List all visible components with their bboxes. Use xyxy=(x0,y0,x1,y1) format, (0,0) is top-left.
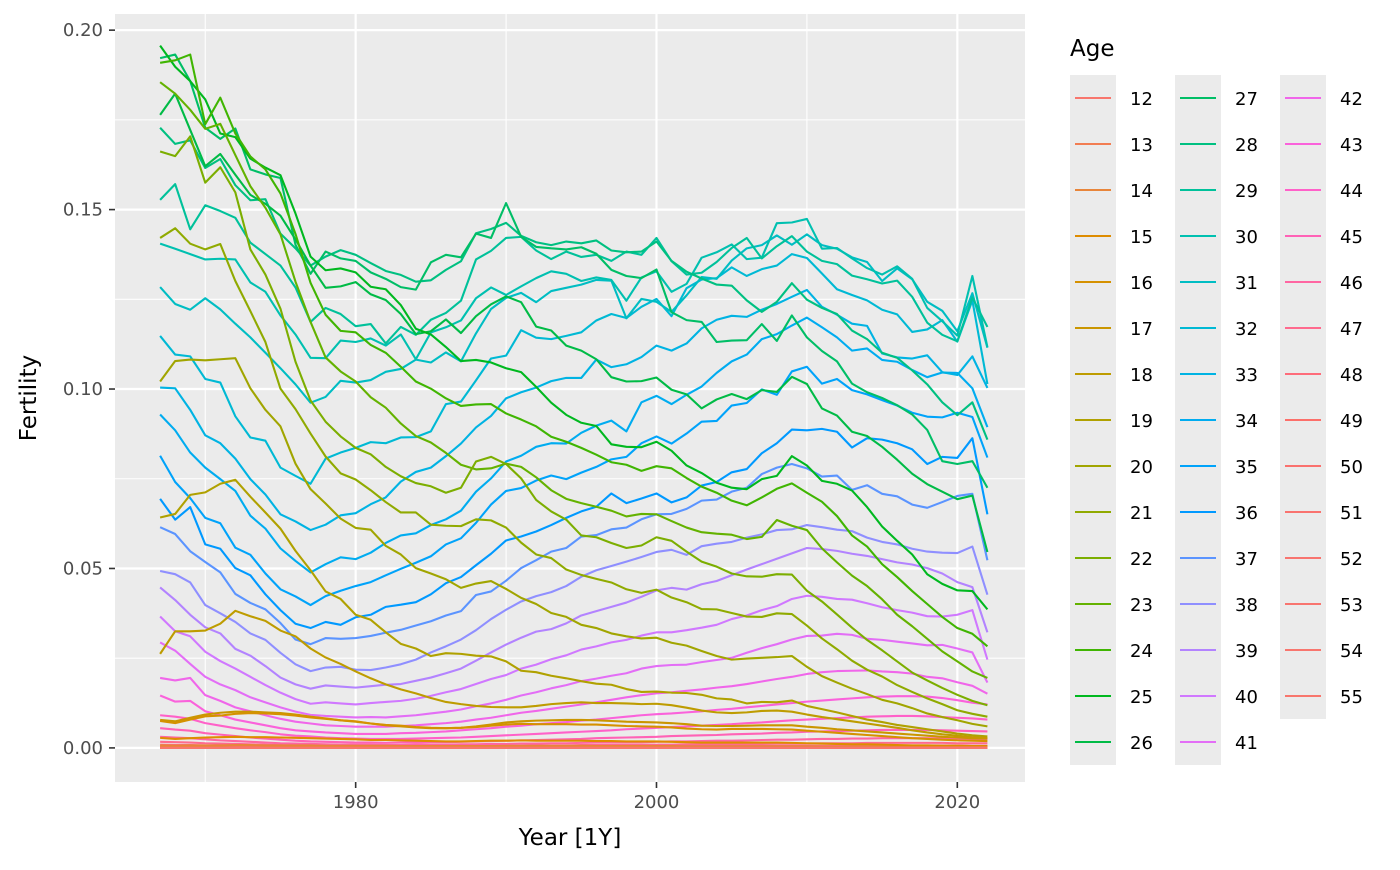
legend-label-age-18: 18 xyxy=(1130,365,1153,386)
legend-label-age-20: 20 xyxy=(1130,457,1153,478)
legend-label-age-31: 31 xyxy=(1235,273,1258,294)
y-tick-label: 0.05 xyxy=(63,558,103,579)
x-axis: 1980 2000 2020 xyxy=(333,782,980,813)
legend-label-age-50: 50 xyxy=(1340,457,1363,478)
legend-label-age-29: 29 xyxy=(1235,181,1258,202)
legend-label-age-26: 26 xyxy=(1130,733,1153,754)
legend-label-age-34: 34 xyxy=(1235,411,1258,432)
y-axis-title: Fertility xyxy=(16,355,42,441)
legend-label-age-35: 35 xyxy=(1235,457,1258,478)
x-axis-title: Year [1Y] xyxy=(518,825,622,851)
plot-panel xyxy=(115,14,1025,782)
legend-label-age-15: 15 xyxy=(1130,227,1153,248)
legend-label-age-39: 39 xyxy=(1235,641,1258,662)
legend-label-age-17: 17 xyxy=(1130,319,1153,340)
legend-label-age-41: 41 xyxy=(1235,733,1258,754)
legend-label-age-38: 38 xyxy=(1235,595,1258,616)
legend-label-age-45: 45 xyxy=(1340,227,1363,248)
legend: 12 13 14 15 16 17 18 19 20 21 22 23 24 25 26 27 28 29 30 31… xyxy=(1070,75,1363,765)
legend-label-age-46: 46 xyxy=(1340,273,1363,294)
y-tick-label: 0.10 xyxy=(63,379,103,400)
legend-label-age-54: 54 xyxy=(1340,641,1363,662)
legend-label-age-12: 12 xyxy=(1130,89,1153,110)
legend-label-age-44: 44 xyxy=(1340,181,1363,202)
legend-label-age-37: 37 xyxy=(1235,549,1258,570)
y-axis: 0.00 0.05 0.10 0.15 0.20 xyxy=(63,20,115,759)
legend-label-age-52: 52 xyxy=(1340,549,1363,570)
legend-label-age-36: 36 xyxy=(1235,503,1258,524)
y-tick-label: 0.20 xyxy=(63,20,103,41)
legend-label-age-32: 32 xyxy=(1235,319,1258,340)
legend-label-age-48: 48 xyxy=(1340,365,1363,386)
legend-label-age-19: 19 xyxy=(1130,411,1153,432)
legend-label-age-23: 23 xyxy=(1130,595,1153,616)
legend-label-age-51: 51 xyxy=(1340,503,1363,524)
legend-label-age-53: 53 xyxy=(1340,595,1363,616)
x-tick-label: 2000 xyxy=(634,792,680,813)
legend-title: Age xyxy=(1070,36,1114,62)
legend-label-age-43: 43 xyxy=(1340,135,1363,156)
legend-label-age-14: 14 xyxy=(1130,181,1153,202)
legend-label-age-49: 49 xyxy=(1340,411,1363,432)
legend-key-column xyxy=(1280,75,1326,719)
legend-label-age-28: 28 xyxy=(1235,135,1258,156)
legend-label-age-21: 21 xyxy=(1130,503,1153,524)
legend-label-age-13: 13 xyxy=(1130,135,1153,156)
legend-label-age-40: 40 xyxy=(1235,687,1258,708)
legend-label-age-27: 27 xyxy=(1235,89,1258,110)
legend-label-age-47: 47 xyxy=(1340,319,1363,340)
legend-label-age-33: 33 xyxy=(1235,365,1258,386)
x-tick-label: 1980 xyxy=(333,792,379,813)
legend-label-age-24: 24 xyxy=(1130,641,1153,662)
legend-label-age-22: 22 xyxy=(1130,549,1153,570)
legend-label-age-25: 25 xyxy=(1130,687,1153,708)
legend-label-age-42: 42 xyxy=(1340,89,1363,110)
legend-label-age-30: 30 xyxy=(1235,227,1258,248)
y-tick-label: 0.15 xyxy=(63,200,103,221)
x-tick-label: 2020 xyxy=(934,792,980,813)
legend-label-age-16: 16 xyxy=(1130,273,1153,294)
y-tick-label: 0.00 xyxy=(63,738,103,759)
legend-label-age-55: 55 xyxy=(1340,687,1363,708)
